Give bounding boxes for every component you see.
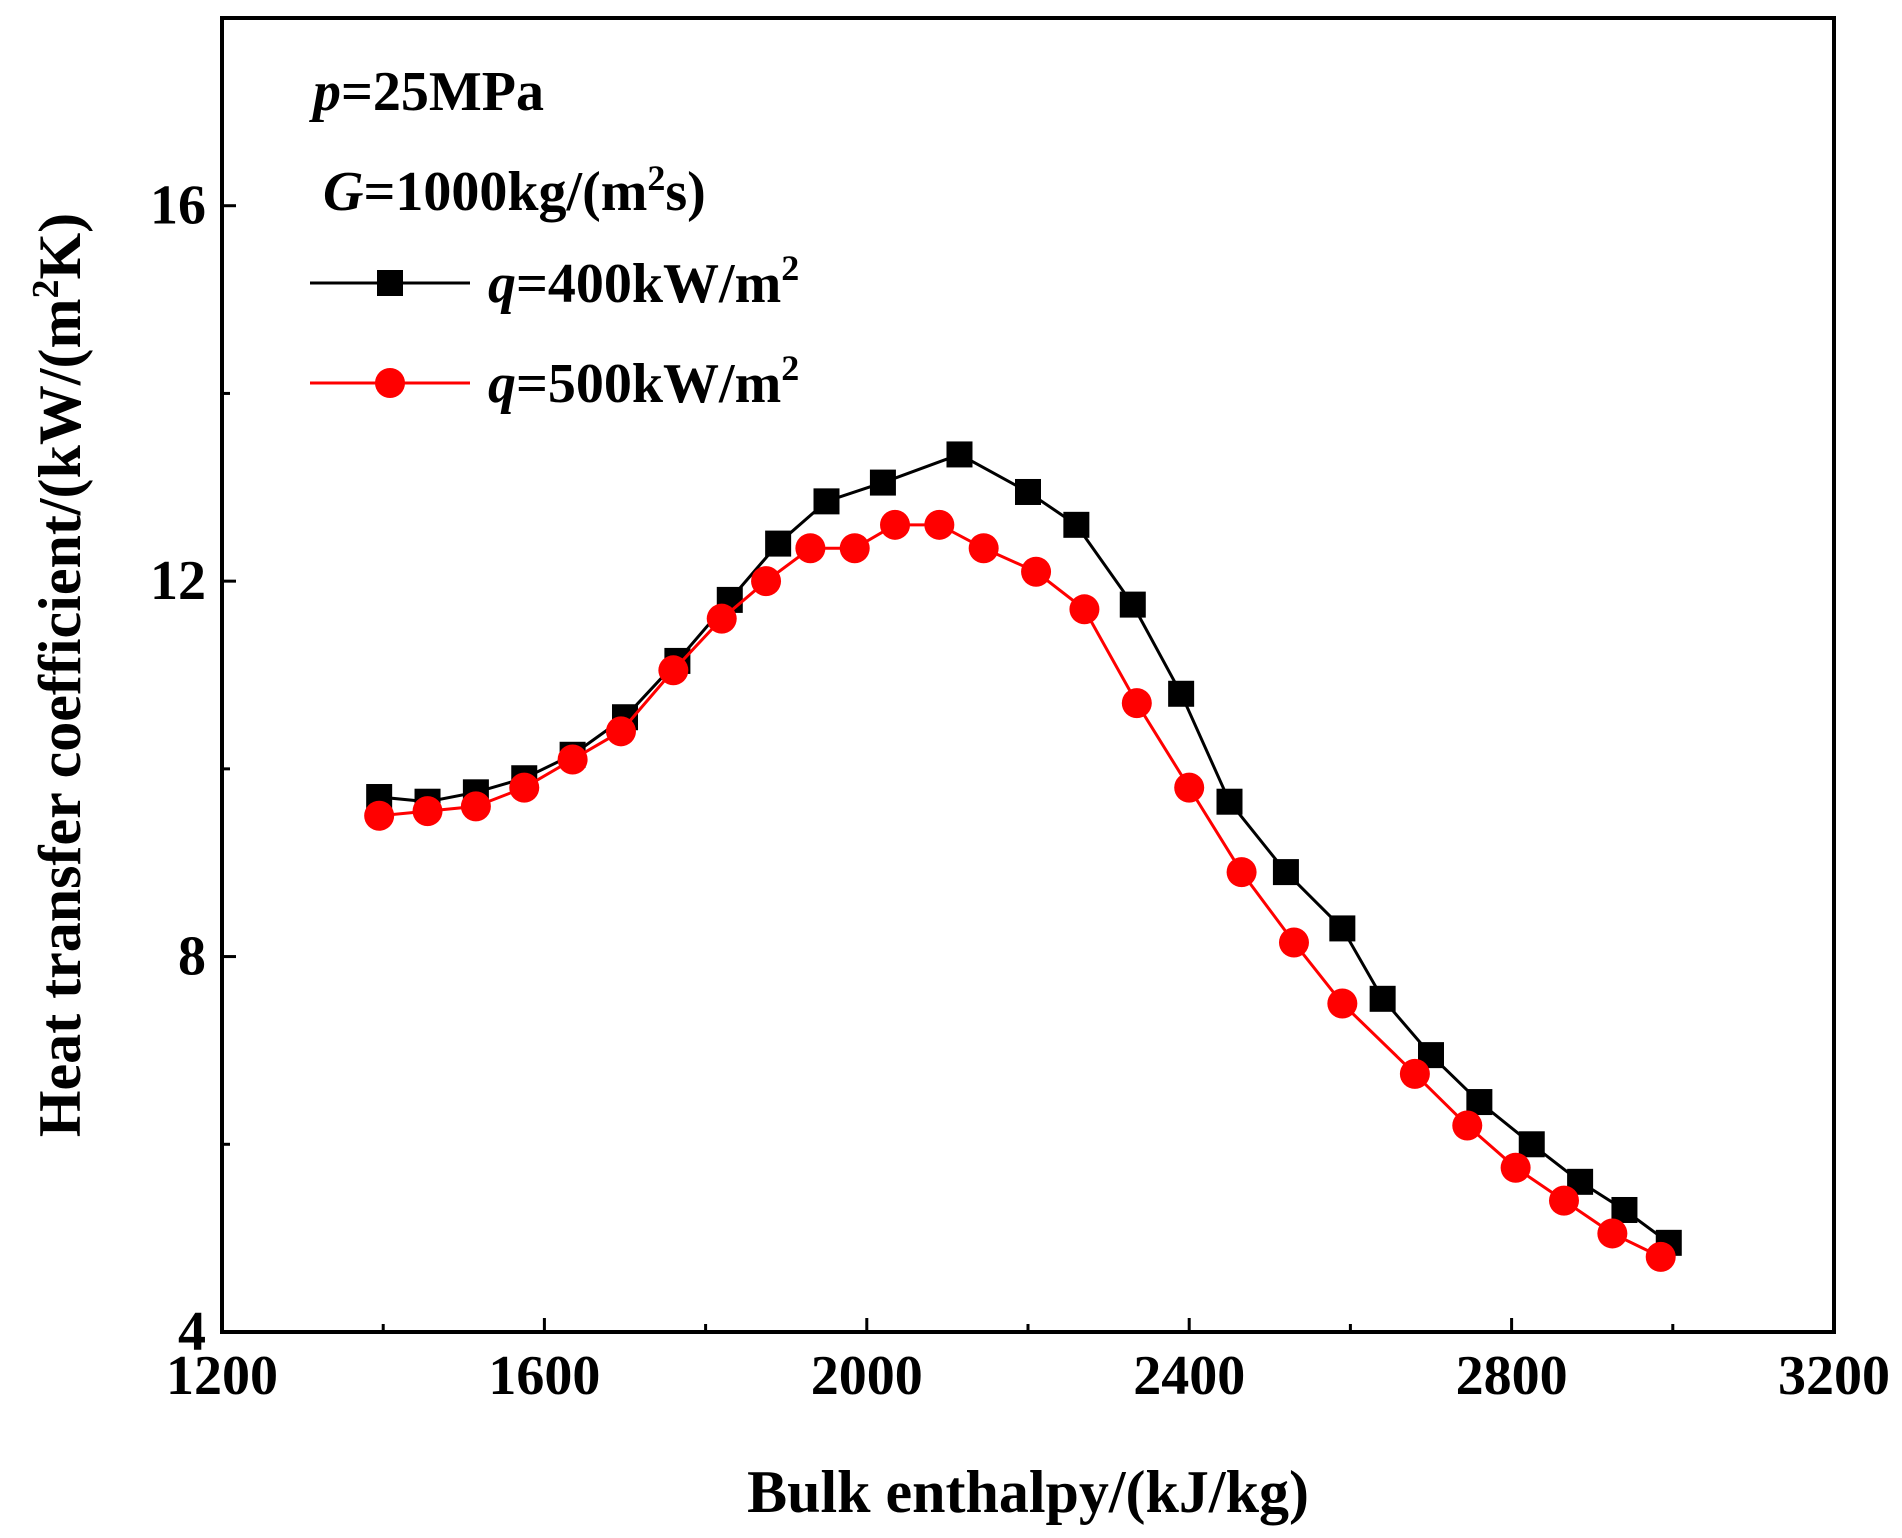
data-point xyxy=(839,533,870,564)
data-point xyxy=(946,441,973,468)
data-point xyxy=(1278,927,1309,958)
data-point xyxy=(1272,859,1299,886)
y-tick-label: 16 xyxy=(150,175,206,237)
data-point xyxy=(795,533,826,564)
x-tick-label: 2000 xyxy=(811,1345,923,1407)
data-point xyxy=(1063,511,1090,538)
series-line xyxy=(379,523,1662,1259)
x-tick-label: 1600 xyxy=(488,1345,600,1407)
data-point xyxy=(1015,478,1041,505)
legend-marker-circle xyxy=(375,368,405,398)
data-point xyxy=(1174,772,1205,803)
data-point xyxy=(1466,1089,1493,1116)
x-tick-label: 2400 xyxy=(1133,1345,1245,1407)
data-point xyxy=(880,509,911,540)
data-point xyxy=(1548,1185,1579,1216)
data-point xyxy=(813,488,840,515)
data-point xyxy=(1611,1196,1638,1223)
data-point xyxy=(1597,1218,1628,1249)
data-point xyxy=(460,791,491,822)
data-point xyxy=(1121,688,1152,719)
data-point xyxy=(1069,594,1100,625)
data-point xyxy=(706,603,737,634)
data-point xyxy=(364,800,395,831)
x-tick-label: 3200 xyxy=(1778,1345,1890,1407)
x-axis-title: Bulk enthalpy/(kJ/kg) xyxy=(747,1459,1309,1525)
data-point xyxy=(765,530,792,557)
legend-marker-square xyxy=(377,270,403,296)
data-point xyxy=(1518,1131,1545,1158)
data-point xyxy=(1168,680,1195,707)
legend: q=400kW/m2 q=500kW/m2 xyxy=(310,248,799,415)
data-point xyxy=(1216,788,1243,815)
data-point xyxy=(658,655,689,686)
series-1 xyxy=(364,509,1676,1272)
x-tick-label: 1200 xyxy=(166,1345,278,1407)
legend-entry-q500: q=500kW/m2 xyxy=(310,348,799,415)
y-tick-label: 4 xyxy=(178,1301,206,1363)
data-point xyxy=(1369,985,1396,1012)
y-tick-label: 8 xyxy=(178,926,206,988)
data-point xyxy=(509,772,540,803)
data-point xyxy=(1226,857,1257,888)
legend-entry-q400: q=400kW/m2 xyxy=(310,248,799,315)
data-point xyxy=(1645,1241,1676,1272)
data-point xyxy=(1021,556,1052,587)
data-point xyxy=(1327,988,1358,1019)
data-point xyxy=(968,533,999,564)
pressure-annotation: p=25MPa xyxy=(309,61,544,123)
x-tick-label: 2800 xyxy=(1456,1345,1568,1407)
data-point xyxy=(1329,915,1356,942)
data-point xyxy=(751,566,782,597)
data-point xyxy=(1119,591,1146,618)
data-point xyxy=(412,796,443,827)
y-axis-title: Heat transfer coefficient/(kW/(m2K) xyxy=(25,213,93,1137)
data-point xyxy=(557,744,588,775)
data-point xyxy=(924,509,955,540)
series-layer xyxy=(364,441,1682,1272)
legend-label-q400: q=400kW/m2 xyxy=(488,248,799,315)
y-tick-label: 12 xyxy=(150,550,206,612)
data-point xyxy=(1500,1152,1531,1183)
data-point xyxy=(1452,1110,1483,1141)
data-point xyxy=(605,716,636,747)
data-point xyxy=(1399,1058,1430,1089)
legend-label-q500: q=500kW/m2 xyxy=(488,348,799,415)
data-point xyxy=(869,469,896,496)
mass-flux-annotation: G=1000kg/(m2s) xyxy=(323,158,706,223)
y-axis: 4 8 12 16 xyxy=(150,175,236,1363)
x-axis: 1200 1600 2000 2400 2800 3200 xyxy=(166,1318,1890,1407)
